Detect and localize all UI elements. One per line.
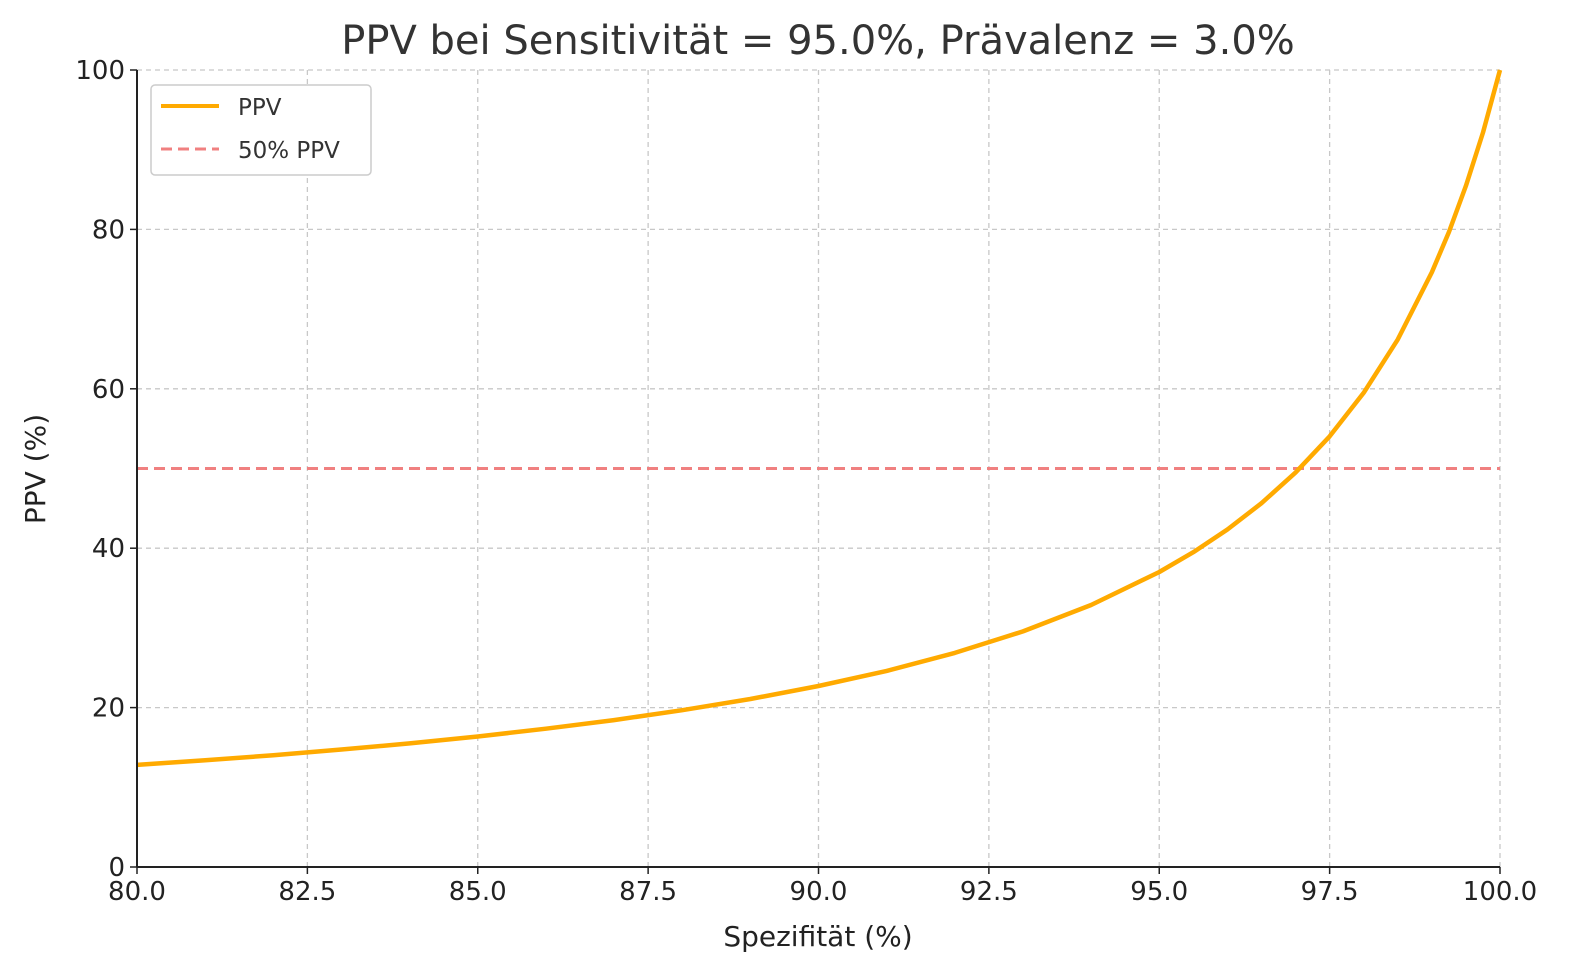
x-tick-label: 87.5 — [619, 877, 677, 907]
x-tick-label: 90.0 — [790, 877, 848, 907]
legend-ppv-label: PPV — [238, 95, 282, 121]
x-tick-label: 92.5 — [960, 877, 1018, 907]
x-axis-label: Spezifität (%) — [723, 920, 912, 953]
legend-50-ppv-label: 50% PPV — [238, 138, 340, 164]
x-tick-label: 80.0 — [108, 877, 166, 907]
axes: 80.0 82.5 85.0 87.5 90.0 92.5 95.0 97.5 100.0 0 20… — [75, 56, 1537, 907]
y-tick-label: 0 — [108, 853, 125, 883]
x-tick-label: 85.0 — [449, 877, 507, 907]
series-marks — [136, 69, 1503, 768]
x-tick-label: 100.0 — [1463, 877, 1537, 907]
x-tick-label: 95.0 — [1130, 877, 1188, 907]
legend: PPV 50% PPV — [150, 84, 372, 176]
y-axis-label: PPV (%) — [19, 414, 52, 524]
y-tick-label: 40 — [92, 534, 125, 564]
x-tick-label: 82.5 — [278, 877, 336, 907]
x-tick-label: 97.5 — [1301, 877, 1359, 907]
y-tick-label: 80 — [92, 215, 125, 245]
y-tick-label: 60 — [92, 375, 125, 405]
y-tick-label: 20 — [92, 694, 125, 724]
chart-title: PPV bei Sensitivität = 95.0%, Prävalenz … — [341, 18, 1295, 64]
ppv-curve — [136, 69, 1503, 768]
y-tick-label: 100 — [75, 56, 125, 86]
